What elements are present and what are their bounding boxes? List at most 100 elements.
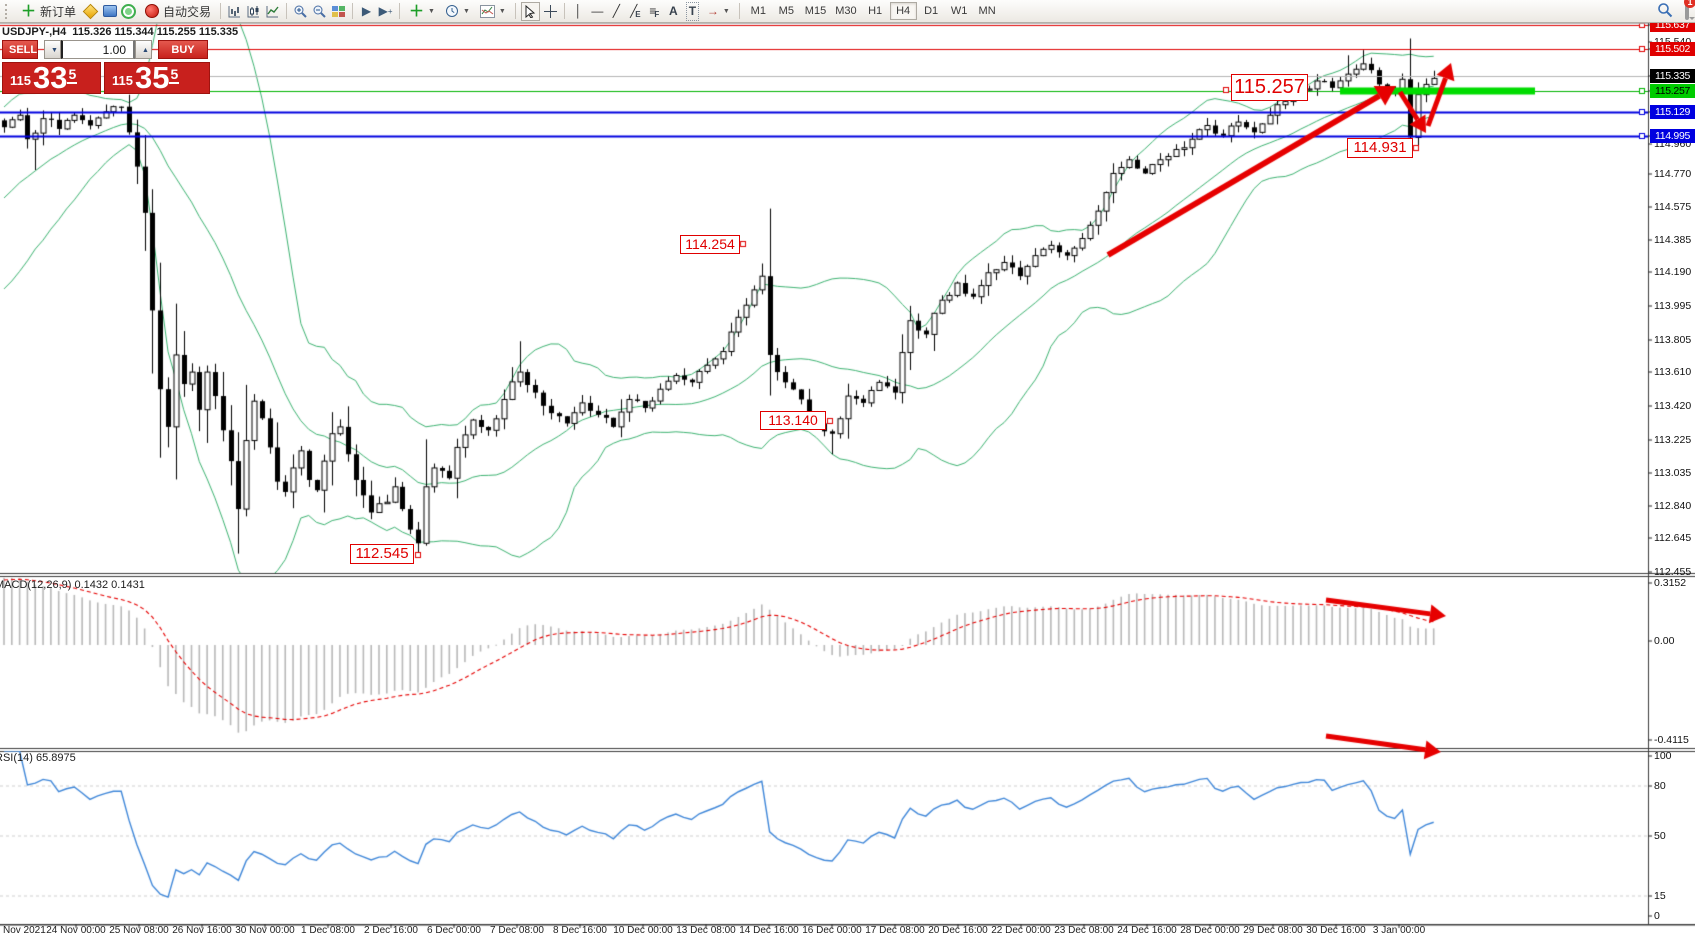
fibonacci-tool[interactable]: ≡ F bbox=[649, 3, 660, 19]
timeframe-w1[interactable]: W1 bbox=[946, 2, 973, 20]
time-axis-label: 7 Dec 08:00 bbox=[490, 924, 544, 936]
price-tag-blue: 114.995 bbox=[1650, 129, 1695, 143]
main-toolbar: ＋ 新订单 自动交易 ▶ ▶ + ＋ ▼ ▼ ▼ │ — ╱ ╱ E ≡ F A T →… bbox=[0, 0, 1695, 23]
sell-price-box[interactable]: 115 33 5 bbox=[2, 62, 101, 94]
text-label-tool[interactable]: T bbox=[684, 1, 701, 21]
price-tick-label: 113.995 bbox=[1654, 300, 1692, 312]
price-annotation[interactable]: 114.254 bbox=[680, 235, 740, 254]
auto-trading-label: 自动交易 bbox=[163, 4, 212, 19]
rsi-axis-label: 50 bbox=[1654, 830, 1666, 842]
timeframe-m30[interactable]: M30 bbox=[831, 2, 860, 20]
buy-button[interactable]: BUY bbox=[158, 40, 208, 59]
shapes-dropdown[interactable]: → ▼ bbox=[706, 4, 730, 18]
rsi-axis-label: 80 bbox=[1654, 780, 1666, 792]
time-axis-label: 8 Dec 16:00 bbox=[553, 924, 607, 936]
candlestick-chart-icon[interactable] bbox=[245, 3, 262, 20]
price-annotation[interactable]: 112.545 bbox=[350, 544, 414, 564]
price-tick-label: 114.190 bbox=[1654, 266, 1692, 278]
zoom-out-icon[interactable] bbox=[311, 3, 328, 20]
time-axis-label: 26 Nov 16:00 bbox=[172, 924, 232, 936]
price-tick-label: 114.385 bbox=[1654, 234, 1692, 246]
channel-tool[interactable]: ╱ E bbox=[630, 3, 641, 19]
trendline-tool[interactable]: ╱ bbox=[612, 3, 620, 18]
timeframe-d1[interactable]: D1 bbox=[918, 2, 945, 20]
volume-decrease-button[interactable]: ▼ bbox=[44, 40, 61, 59]
auto-scroll-icon[interactable]: ▶ bbox=[361, 3, 372, 18]
toolbar-separator bbox=[286, 3, 288, 19]
time-axis-label: 13 Dec 08:00 bbox=[676, 924, 736, 936]
price-tag-green: 115.257 bbox=[1650, 84, 1695, 98]
time-axis-label: 23 Dec 08:00 bbox=[1054, 924, 1114, 936]
timeframe-h1[interactable]: H1 bbox=[862, 2, 889, 20]
toolbar-separator bbox=[563, 3, 565, 19]
price-tick-label: 112.455 bbox=[1654, 566, 1692, 578]
navigator-icon[interactable] bbox=[101, 3, 118, 20]
bar-chart-icon[interactable] bbox=[226, 3, 243, 20]
time-axis-label: 3 Jan 00:00 bbox=[1372, 924, 1426, 936]
timeframe-h4[interactable]: H4 bbox=[889, 2, 917, 20]
price-tag-blue: 115.129 bbox=[1650, 105, 1695, 119]
price-annotation[interactable]: 115.257 bbox=[1231, 74, 1308, 101]
toolbar-separator bbox=[738, 3, 740, 19]
notification-badge: 1 bbox=[1684, 0, 1695, 8]
period-dropdown[interactable]: ▼ bbox=[441, 1, 474, 22]
time-axis-label: 14 Dec 16:00 bbox=[739, 924, 799, 936]
price-tick-label: 112.840 bbox=[1654, 500, 1692, 512]
timeframe-bar: M1 M5 M15 M30 H1 H4 D1 W1 MN bbox=[745, 2, 1001, 20]
sell-price-prefix: 115 bbox=[10, 73, 31, 88]
timeframe-m1[interactable]: M1 bbox=[745, 2, 772, 20]
toolbar-separator bbox=[399, 3, 401, 19]
rsi-indicator-label: RSI(14) 65.8975 bbox=[0, 752, 76, 764]
search-icon[interactable] bbox=[1656, 2, 1673, 19]
new-order-label: 新订单 bbox=[40, 4, 77, 19]
crosshair-tool[interactable] bbox=[542, 3, 559, 20]
time-axis-label: 22 Dec 00:00 bbox=[991, 924, 1051, 936]
time-axis-label: 25 Nov 08:00 bbox=[109, 924, 169, 936]
price-tick-label: 113.225 bbox=[1654, 434, 1692, 446]
buy-price-box[interactable]: 115 35 5 bbox=[104, 62, 210, 94]
price-tick-label: 114.575 bbox=[1654, 201, 1692, 213]
buy-price-sup: 5 bbox=[169, 66, 180, 84]
add-indicator-dropdown[interactable]: ＋ ▼ bbox=[409, 2, 435, 20]
cursor-tool[interactable] bbox=[520, 1, 540, 21]
chart-shift-icon[interactable]: ▶ + bbox=[378, 3, 393, 18]
new-order-button[interactable]: ＋ 新订单 bbox=[16, 2, 80, 21]
time-axis-label: 1 Dec 08:00 bbox=[301, 924, 355, 936]
time-axis-label: 24 Nov 00:00 bbox=[46, 924, 106, 936]
text-tool[interactable]: A bbox=[669, 3, 678, 18]
timeframe-mn[interactable]: MN bbox=[974, 2, 1001, 20]
timeframe-m5[interactable]: M5 bbox=[773, 2, 800, 20]
sell-price-big: 33 bbox=[32, 60, 68, 95]
time-axis-label: 24 Dec 16:00 bbox=[1117, 924, 1177, 936]
price-annotation[interactable]: 114.931 bbox=[1347, 138, 1413, 158]
price-tick-label: 113.805 bbox=[1654, 334, 1692, 346]
volume-input[interactable] bbox=[61, 40, 135, 59]
buy-price-big: 35 bbox=[134, 60, 170, 95]
price-annotation[interactable]: 113.140 bbox=[760, 411, 826, 430]
vertical-line-tool[interactable]: │ bbox=[574, 3, 583, 18]
price-tag-red: 115.502 bbox=[1650, 42, 1695, 56]
time-axis-label: 16 Dec 00:00 bbox=[802, 924, 862, 936]
time-axis-label: 10 Dec 00:00 bbox=[613, 924, 673, 936]
zoom-in-icon[interactable] bbox=[292, 3, 309, 20]
time-axis-month: Nov 2021 bbox=[3, 924, 46, 936]
auto-trading-button[interactable]: 自动交易 bbox=[139, 2, 215, 21]
time-axis-label: 28 Dec 00:00 bbox=[1180, 924, 1240, 936]
tile-windows-icon[interactable] bbox=[330, 3, 347, 20]
market-watch-icon[interactable] bbox=[82, 3, 99, 20]
notifications-icon[interactable]: 1 bbox=[1684, 0, 1695, 20]
price-tick-label: 114.770 bbox=[1654, 168, 1692, 180]
toolbar-separator bbox=[352, 3, 354, 19]
macd-axis-label: -0.4115 bbox=[1654, 734, 1689, 746]
time-axis-label: 2 Dec 16:00 bbox=[364, 924, 418, 936]
volume-increase-button[interactable]: ▲ bbox=[135, 40, 152, 59]
timeframe-m15[interactable]: M15 bbox=[801, 2, 830, 20]
line-chart-icon[interactable] bbox=[264, 3, 281, 20]
template-dropdown[interactable]: ▼ bbox=[476, 1, 510, 22]
macd-axis-label: 0.3152 bbox=[1654, 577, 1687, 589]
signal-icon[interactable] bbox=[120, 3, 137, 20]
sell-button[interactable]: SELL bbox=[2, 40, 38, 59]
one-click-trade-panel: SELL ▼ ▲ BUY 115 33 5 115 35 5 bbox=[2, 40, 210, 94]
horizontal-line-tool[interactable]: — bbox=[591, 3, 604, 18]
